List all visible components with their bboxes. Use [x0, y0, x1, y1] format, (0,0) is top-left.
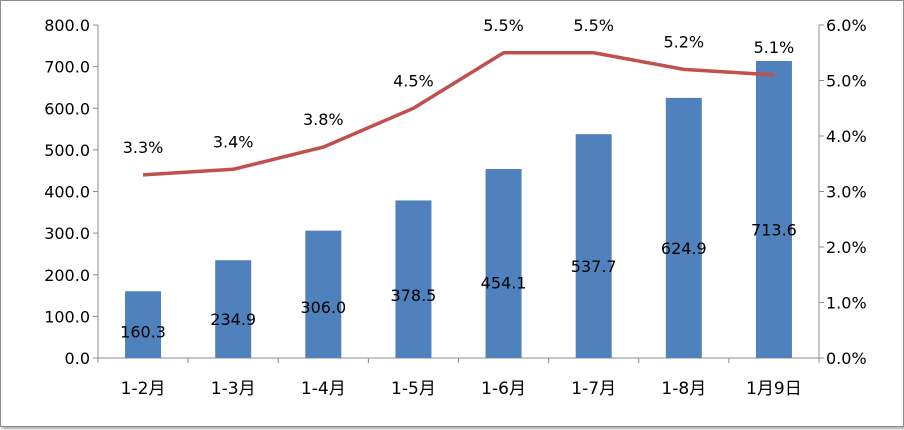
right-tick-label: 3.0%: [826, 183, 867, 202]
left-tick-label: 700.0: [44, 58, 90, 77]
left-tick-label: 400.0: [44, 183, 90, 202]
x-tick-label: 1-3月: [211, 379, 256, 399]
left-tick-label: 100.0: [44, 307, 90, 326]
left-tick-label: 300.0: [44, 224, 90, 243]
x-tick-label: 1-2月: [121, 379, 166, 399]
bar-series: [125, 60, 792, 359]
right-tick-label: 5.0%: [826, 72, 867, 91]
line-value-label: 5.5%: [573, 16, 614, 35]
axes: 0.0 100.0 200.0 300.0 400.0 500.0 600.0 700.0 80…: [44, 16, 866, 399]
bar: [575, 134, 612, 358]
x-tick-label: 1-4月: [301, 379, 346, 399]
data-labels: 160.3 234.9 306.0 378.5 454.1 537.7 624.9 713.6…: [120, 16, 797, 342]
bar: [485, 168, 522, 358]
bar: [395, 200, 432, 358]
left-tick-label: 200.0: [44, 266, 90, 285]
left-tick-label: 800.0: [44, 16, 90, 35]
bar-value-label: 378.5: [391, 286, 437, 305]
bar-value-label: 454.1: [481, 273, 527, 292]
right-tick-label: 6.0%: [826, 16, 867, 35]
line-series: [142, 51, 775, 177]
right-tick-label: 1.0%: [826, 294, 867, 313]
left-tick-label: 0.0: [65, 349, 90, 368]
line-value-label: 4.5%: [393, 71, 434, 90]
right-tick-label: 2.0%: [826, 238, 867, 257]
line-value-label: 5.5%: [483, 16, 524, 35]
left-tick-label: 500.0: [44, 141, 90, 160]
line-value-label: 5.1%: [754, 38, 795, 57]
left-tick-label: 600.0: [44, 99, 90, 118]
right-tick-label: 4.0%: [826, 127, 867, 146]
bar-value-label: 234.9: [210, 310, 256, 329]
x-tick-label: 1-5月: [391, 379, 436, 399]
bar-value-label: 713.6: [751, 220, 797, 239]
bar-value-label: 624.9: [661, 239, 707, 258]
bar: [305, 230, 342, 358]
bar: [665, 97, 702, 358]
bar: [215, 260, 252, 358]
x-tick-label: 1-8月: [661, 379, 706, 399]
right-tick-label: 0.0%: [826, 349, 867, 368]
bar: [755, 60, 792, 359]
x-tick-label: 1-6月: [481, 379, 526, 399]
x-tick-label: 1-7月: [571, 379, 616, 399]
bar: [125, 291, 162, 358]
x-tick-label: 1月9日: [746, 379, 802, 399]
line-path: [142, 51, 775, 177]
line-value-label: 5.2%: [663, 32, 704, 51]
bar-value-label: 160.3: [120, 322, 166, 341]
line-value-label: 3.8%: [303, 110, 344, 129]
bar-value-label: 306.0: [300, 298, 346, 317]
bar-value-label: 537.7: [571, 257, 617, 276]
line-value-label: 3.3%: [123, 138, 164, 157]
line-value-label: 3.4%: [213, 132, 254, 151]
